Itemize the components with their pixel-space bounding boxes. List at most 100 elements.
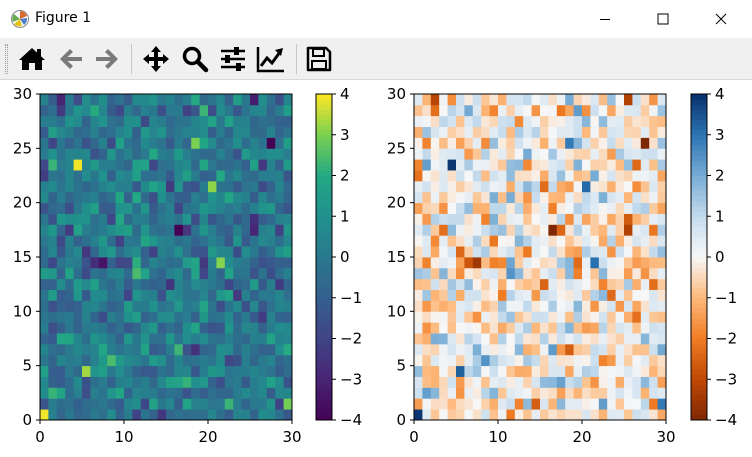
heatmap-cell bbox=[140, 354, 150, 367]
heatmap-cell bbox=[56, 104, 66, 117]
heatmap-cell bbox=[132, 137, 142, 149]
heatmap-cell bbox=[40, 224, 49, 236]
heatmap-cell bbox=[149, 267, 158, 280]
heatmap-cell bbox=[199, 354, 209, 367]
heatmap-cell bbox=[241, 170, 251, 182]
heatmap-cell bbox=[598, 94, 608, 106]
heatmap-cell bbox=[632, 300, 642, 312]
heatmap-cell bbox=[498, 159, 507, 171]
heatmap-cell bbox=[657, 246, 667, 258]
heatmap-cell bbox=[166, 148, 175, 160]
heatmap-cell bbox=[657, 267, 667, 280]
heatmap-cell bbox=[472, 246, 482, 258]
minimize-button[interactable] bbox=[576, 0, 634, 38]
heatmap-cell bbox=[266, 137, 276, 149]
heatmap-cell bbox=[607, 104, 616, 117]
heatmap-cell bbox=[414, 115, 423, 127]
heatmap-cell bbox=[56, 278, 66, 290]
zoom-button[interactable] bbox=[178, 43, 212, 75]
heatmap-cell bbox=[489, 365, 499, 377]
heatmap-cell bbox=[40, 104, 49, 117]
colorbar-segment bbox=[316, 262, 332, 268]
heatmap-cell bbox=[82, 387, 91, 399]
heatmap-cell bbox=[439, 202, 448, 214]
heatmap-cell bbox=[640, 159, 650, 171]
heatmap-cell bbox=[590, 104, 600, 117]
heatmap-cell bbox=[157, 267, 167, 280]
heatmap-cell bbox=[266, 257, 276, 269]
heatmap-cell bbox=[582, 343, 591, 356]
heatmap-cell bbox=[73, 267, 83, 280]
colorbar-segment bbox=[316, 399, 332, 406]
colorbar-segment bbox=[691, 246, 707, 253]
heatmap-cell bbox=[40, 202, 49, 214]
heatmap-cell bbox=[258, 148, 268, 160]
heatmap-cell bbox=[548, 257, 558, 269]
heatmap-cell bbox=[565, 170, 574, 182]
heatmap-cell bbox=[115, 148, 125, 160]
heatmap-cell bbox=[615, 343, 625, 356]
heatmap-cell bbox=[481, 322, 490, 334]
heatmap-cell bbox=[582, 354, 591, 367]
heatmap-cell bbox=[216, 278, 226, 290]
heatmap-cell bbox=[624, 267, 633, 280]
heatmap-cell bbox=[556, 257, 566, 269]
heatmap-cell bbox=[48, 235, 58, 247]
close-button[interactable] bbox=[692, 0, 750, 38]
figure-canvas[interactable]: 0 10 20 30 0 5 10 15 20 25 30 4 3 2 1 0 −1 −2 −3 −4 0 10 20 30 0… bbox=[0, 80, 752, 457]
heatmap-cell bbox=[73, 191, 83, 204]
heatmap-cell bbox=[439, 398, 448, 410]
heatmap-cell bbox=[266, 376, 276, 388]
save-button[interactable] bbox=[302, 43, 336, 75]
pan-button[interactable] bbox=[139, 43, 173, 75]
heatmap-cell bbox=[615, 104, 625, 117]
heatmap-cell bbox=[640, 376, 650, 388]
heatmap-cell bbox=[48, 115, 58, 127]
heatmap-cell bbox=[472, 104, 482, 117]
heatmap-cell bbox=[649, 246, 658, 258]
heatmap-cell bbox=[140, 343, 150, 356]
heatmap-cell bbox=[464, 257, 474, 269]
heatmap-cell bbox=[65, 343, 74, 356]
heatmap-cell bbox=[283, 343, 293, 356]
heatmap-cell bbox=[182, 300, 192, 312]
heatmap-cell bbox=[40, 311, 49, 323]
heatmap-cell bbox=[514, 202, 524, 214]
heatmap-cell bbox=[414, 343, 423, 356]
heatmap-cell bbox=[464, 137, 474, 149]
heatmap-cell bbox=[98, 311, 108, 323]
heatmap-cell bbox=[430, 300, 440, 312]
heatmap-cell bbox=[531, 104, 541, 117]
configure-subplots-button[interactable] bbox=[216, 43, 250, 75]
heatmap-cell bbox=[414, 322, 423, 334]
maximize-button[interactable] bbox=[634, 0, 692, 38]
heatmap-cell bbox=[556, 104, 566, 117]
heatmap-cell bbox=[73, 137, 83, 149]
heatmap-cell bbox=[565, 191, 574, 204]
heatmap-cell bbox=[556, 387, 566, 399]
colorbar-segment bbox=[316, 124, 332, 131]
heatmap-cell bbox=[657, 278, 667, 290]
forward-button[interactable] bbox=[90, 43, 124, 75]
heatmap-cell bbox=[489, 343, 499, 356]
edit-axes-button[interactable] bbox=[254, 43, 288, 75]
heatmap-cell bbox=[199, 343, 209, 356]
heatmap-cell bbox=[90, 311, 100, 323]
heatmap-cell bbox=[90, 354, 100, 367]
heatmap-cell bbox=[430, 148, 440, 160]
heatmap-cell bbox=[506, 224, 516, 236]
heatmap-cell bbox=[258, 126, 268, 138]
heatmap-cell bbox=[640, 94, 650, 106]
heatmap-cell bbox=[233, 246, 242, 258]
arrow-right-icon bbox=[96, 49, 118, 69]
back-button[interactable] bbox=[54, 43, 88, 75]
y-tick-label: 20 bbox=[387, 194, 406, 212]
heatmap-cell bbox=[140, 267, 150, 280]
heatmap-cell bbox=[649, 257, 658, 269]
colorbar-tick-label: −4 bbox=[340, 411, 362, 429]
home-button[interactable] bbox=[15, 43, 49, 75]
heatmap-cell bbox=[649, 202, 658, 214]
heatmap-cell bbox=[514, 94, 524, 106]
heatmap-cell bbox=[565, 213, 574, 225]
heatmap-cell bbox=[56, 409, 66, 421]
